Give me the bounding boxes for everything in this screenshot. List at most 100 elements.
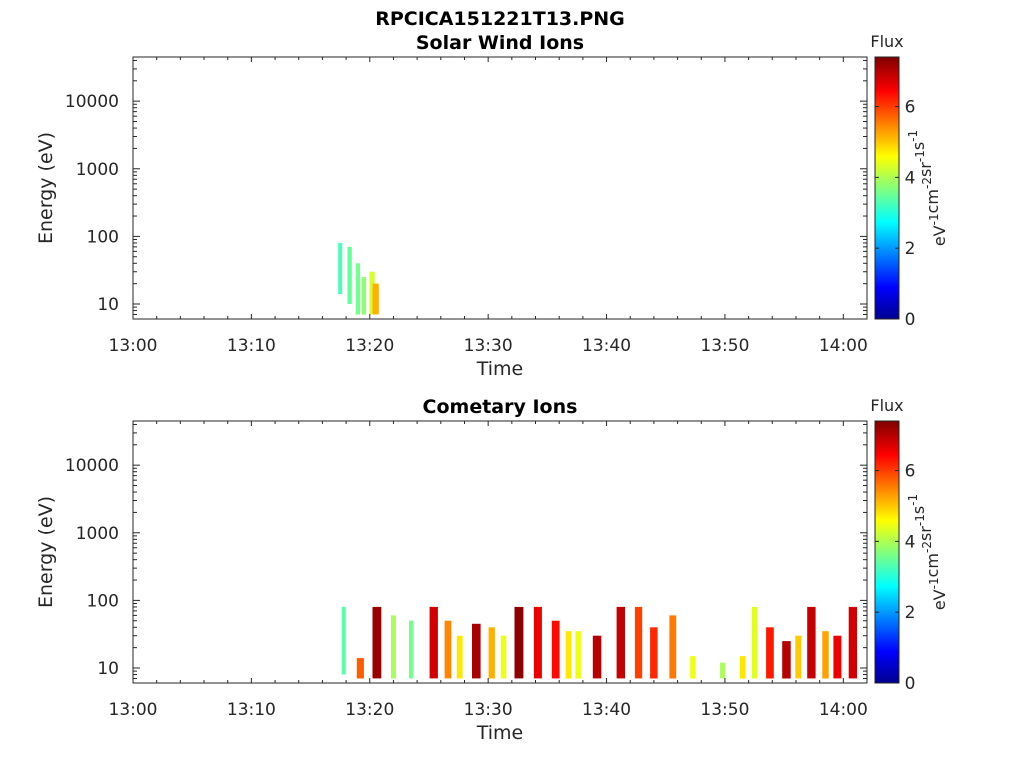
panel-title: Solar Wind Ions xyxy=(416,32,584,54)
x-tick-label: 14:00 xyxy=(819,700,868,720)
flux-column xyxy=(391,615,396,679)
colorbar-tick-label: 6 xyxy=(905,98,916,118)
flux-column xyxy=(500,635,507,679)
flux-column xyxy=(533,606,542,679)
colorbar-tick-label: 0 xyxy=(905,674,916,694)
units-exponent: -1 xyxy=(927,213,941,225)
flux-column xyxy=(372,606,382,679)
y-tick-label: 10000 xyxy=(65,456,119,476)
flux-column xyxy=(444,620,452,679)
units-base: s xyxy=(909,506,928,514)
flux-column xyxy=(575,631,581,679)
x-axis-label: Time xyxy=(476,722,524,744)
flux-column xyxy=(848,606,857,679)
units-exponent: -1 xyxy=(906,130,920,142)
x-axis-label: Time xyxy=(476,358,524,380)
x-tick-label: 13:40 xyxy=(582,700,631,720)
colorbar-tick-label: 4 xyxy=(905,168,916,188)
flux-column xyxy=(592,635,602,679)
y-tick-label: 100 xyxy=(87,227,119,247)
colorbar-tick-label: 6 xyxy=(905,462,916,482)
y-ticks: 10 100 1000 10000 xyxy=(65,423,867,684)
y-axis-label: Energy (eV) xyxy=(35,132,57,244)
x-tick-label: 13:50 xyxy=(700,700,749,720)
flux-column xyxy=(650,627,658,679)
flux-column xyxy=(488,627,495,679)
flux-column xyxy=(690,656,696,679)
cometary-panel: Cometary Ions 13:00 13:10 13:20 13:30 13:40 1… xyxy=(35,396,868,744)
units-exponent: -1 xyxy=(906,494,920,506)
units-exponent: -1 xyxy=(913,514,927,526)
flux-column xyxy=(822,631,829,679)
flux-column xyxy=(372,283,379,315)
flux-column xyxy=(456,635,463,679)
flux-column xyxy=(338,242,343,295)
x-tick-label: 13:00 xyxy=(109,336,158,356)
flux-column xyxy=(369,271,375,315)
x-tick-label: 13:30 xyxy=(464,700,513,720)
units-base: cm xyxy=(923,553,942,577)
y-tick-label: 10 xyxy=(97,659,119,679)
flux-column xyxy=(751,606,758,679)
units-exponent: -2 xyxy=(920,541,934,553)
units-exponent: -2 xyxy=(920,177,934,189)
flux-column xyxy=(669,615,677,679)
y-tick-label: 1000 xyxy=(76,524,119,544)
panel-title: Cometary Ions xyxy=(423,396,578,418)
flux-column xyxy=(766,627,774,679)
flux-column xyxy=(355,263,361,315)
y-axis-label: Energy (eV) xyxy=(35,496,57,608)
flux-column xyxy=(833,635,842,679)
x-tick-label: 13:20 xyxy=(345,336,394,356)
units-exponent: -1 xyxy=(927,577,941,589)
flux-column xyxy=(429,606,438,679)
units-base: s xyxy=(909,142,928,150)
flux-column xyxy=(795,635,802,679)
flux-column xyxy=(739,656,746,679)
flux-column xyxy=(472,623,481,679)
flux-column xyxy=(565,631,572,679)
flux-column xyxy=(514,606,524,679)
colorbar-tick-label: 0 xyxy=(905,310,916,330)
colorbar-tick-label: 2 xyxy=(905,239,916,259)
y-tick-label: 1000 xyxy=(76,160,119,180)
flux-column xyxy=(634,606,643,679)
colorbar-units: eV-1cm-2sr-1s-1 xyxy=(906,494,949,610)
units-base: eV xyxy=(930,589,949,610)
x-tick-label: 13:10 xyxy=(227,700,276,720)
units-base: cm xyxy=(923,189,942,213)
colorbar-ticks: 0 2 4 6 xyxy=(875,462,915,694)
flux-column xyxy=(356,658,364,679)
x-ticks: 13:00 13:10 13:20 13:30 13:40 13:50 14:00 xyxy=(109,57,868,356)
flux-column xyxy=(807,606,816,679)
y-tick-label: 100 xyxy=(87,591,119,611)
figure-title: RPCICA151221T13.PNG xyxy=(375,8,625,30)
units-base: sr xyxy=(916,162,935,177)
colorbar-ticks: 0 2 4 6 xyxy=(875,98,915,330)
x-tick-label: 13:20 xyxy=(345,700,394,720)
colorbar-title: Flux xyxy=(870,396,903,415)
x-tick-label: 13:00 xyxy=(109,700,158,720)
flux-column xyxy=(361,277,367,315)
flux-column xyxy=(782,641,791,679)
units-exponent: -1 xyxy=(913,150,927,162)
flux-column xyxy=(341,606,346,675)
flux-column xyxy=(347,246,352,304)
data-marks xyxy=(338,242,379,315)
flux-column xyxy=(720,662,725,679)
flux-column xyxy=(616,606,625,679)
plot-area xyxy=(132,56,868,320)
flux-column xyxy=(409,620,414,679)
x-tick-label: 13:10 xyxy=(227,336,276,356)
units-base: sr xyxy=(916,526,935,541)
x-tick-label: 14:00 xyxy=(819,336,868,356)
colorbar-title: Flux xyxy=(870,32,903,51)
y-tick-label: 10 xyxy=(97,295,119,315)
colorbar-tick-label: 2 xyxy=(905,603,916,623)
x-tick-label: 13:40 xyxy=(582,336,631,356)
colorbar-units: eV-1cm-2sr-1s-1 xyxy=(906,130,949,246)
colorbar-tick-label: 4 xyxy=(905,532,916,552)
